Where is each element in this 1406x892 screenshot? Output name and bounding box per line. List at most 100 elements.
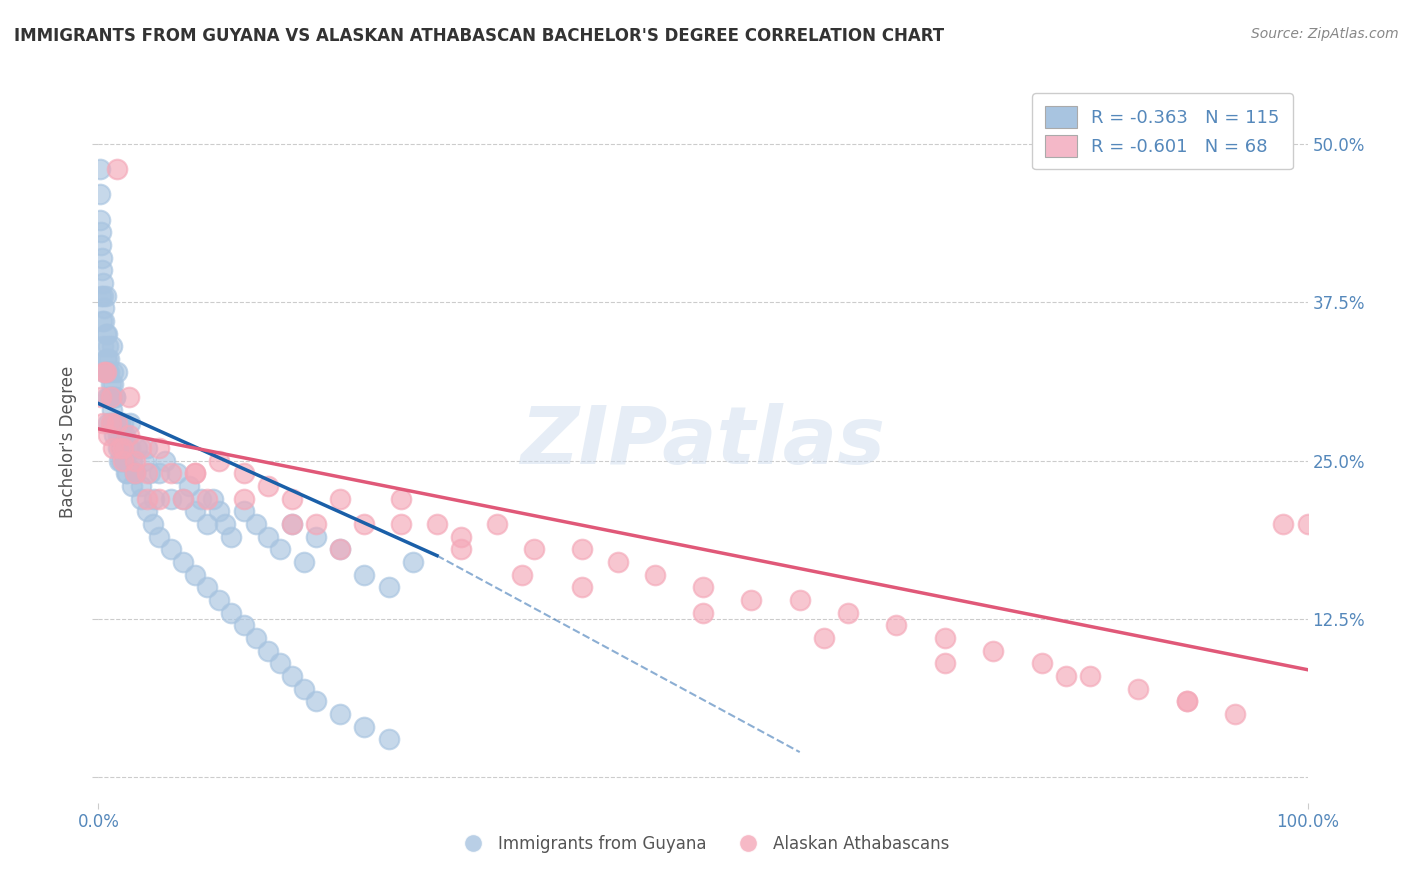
Point — [486, 516, 509, 531]
Point — [148, 530, 170, 544]
Point — [179, 479, 201, 493]
Point — [103, 416, 125, 430]
Point — [292, 681, 315, 696]
Point — [195, 491, 218, 506]
Point — [305, 694, 328, 708]
Point — [108, 453, 131, 467]
Point — [124, 467, 146, 481]
Point — [100, 377, 122, 392]
Point — [135, 441, 157, 455]
Point — [184, 467, 207, 481]
Point — [118, 390, 141, 404]
Legend: Immigrants from Guyana, Alaskan Athabascans: Immigrants from Guyana, Alaskan Athabasc… — [450, 828, 956, 860]
Point — [353, 567, 375, 582]
Point — [124, 453, 146, 467]
Point — [195, 516, 218, 531]
Point — [934, 631, 956, 645]
Point — [90, 390, 112, 404]
Point — [91, 251, 114, 265]
Point — [91, 289, 114, 303]
Point — [98, 352, 121, 367]
Point — [740, 593, 762, 607]
Point — [94, 326, 117, 341]
Point — [1175, 694, 1198, 708]
Point — [93, 365, 115, 379]
Point — [90, 226, 112, 240]
Point — [160, 467, 183, 481]
Point — [281, 669, 304, 683]
Point — [148, 467, 170, 481]
Point — [256, 479, 278, 493]
Point — [232, 491, 254, 506]
Point — [91, 339, 114, 353]
Point — [100, 339, 122, 353]
Point — [105, 416, 128, 430]
Text: Source: ZipAtlas.com: Source: ZipAtlas.com — [1251, 27, 1399, 41]
Point — [111, 428, 134, 442]
Point — [232, 504, 254, 518]
Point — [114, 453, 136, 467]
Point — [184, 567, 207, 582]
Point — [104, 390, 127, 404]
Point — [607, 555, 630, 569]
Point — [98, 390, 121, 404]
Point — [389, 516, 412, 531]
Point — [97, 428, 120, 442]
Point — [97, 416, 120, 430]
Point — [135, 467, 157, 481]
Point — [208, 453, 231, 467]
Point — [108, 416, 131, 430]
Point — [135, 504, 157, 518]
Point — [101, 365, 124, 379]
Point — [1031, 657, 1053, 671]
Point — [981, 643, 1004, 657]
Point — [111, 416, 134, 430]
Point — [281, 491, 304, 506]
Point — [329, 542, 352, 557]
Point — [1175, 694, 1198, 708]
Point — [184, 504, 207, 518]
Point — [166, 467, 188, 481]
Point — [135, 491, 157, 506]
Point — [107, 441, 129, 455]
Point — [184, 467, 207, 481]
Point — [129, 441, 152, 455]
Point — [115, 467, 138, 481]
Point — [221, 530, 243, 544]
Point — [100, 402, 122, 417]
Point — [89, 212, 111, 227]
Point — [98, 365, 121, 379]
Point — [450, 542, 472, 557]
Point — [97, 339, 120, 353]
Point — [105, 416, 128, 430]
Point — [148, 491, 170, 506]
Point — [214, 516, 236, 531]
Point — [101, 416, 124, 430]
Point — [91, 416, 114, 430]
Point — [93, 301, 115, 316]
Point — [118, 441, 141, 455]
Point — [100, 390, 122, 404]
Point — [103, 428, 125, 442]
Point — [195, 580, 218, 594]
Point — [100, 416, 122, 430]
Point — [121, 479, 143, 493]
Point — [94, 289, 117, 303]
Point — [105, 416, 128, 430]
Point — [353, 516, 375, 531]
Point — [97, 365, 120, 379]
Point — [129, 479, 152, 493]
Point — [139, 467, 162, 481]
Point — [1128, 681, 1150, 696]
Point — [1054, 669, 1077, 683]
Point — [143, 491, 166, 506]
Point — [118, 428, 141, 442]
Point — [89, 187, 111, 202]
Point — [256, 530, 278, 544]
Point — [90, 238, 112, 252]
Point — [571, 580, 593, 594]
Point — [426, 516, 449, 531]
Point — [1223, 707, 1246, 722]
Point — [269, 542, 291, 557]
Point — [124, 467, 146, 481]
